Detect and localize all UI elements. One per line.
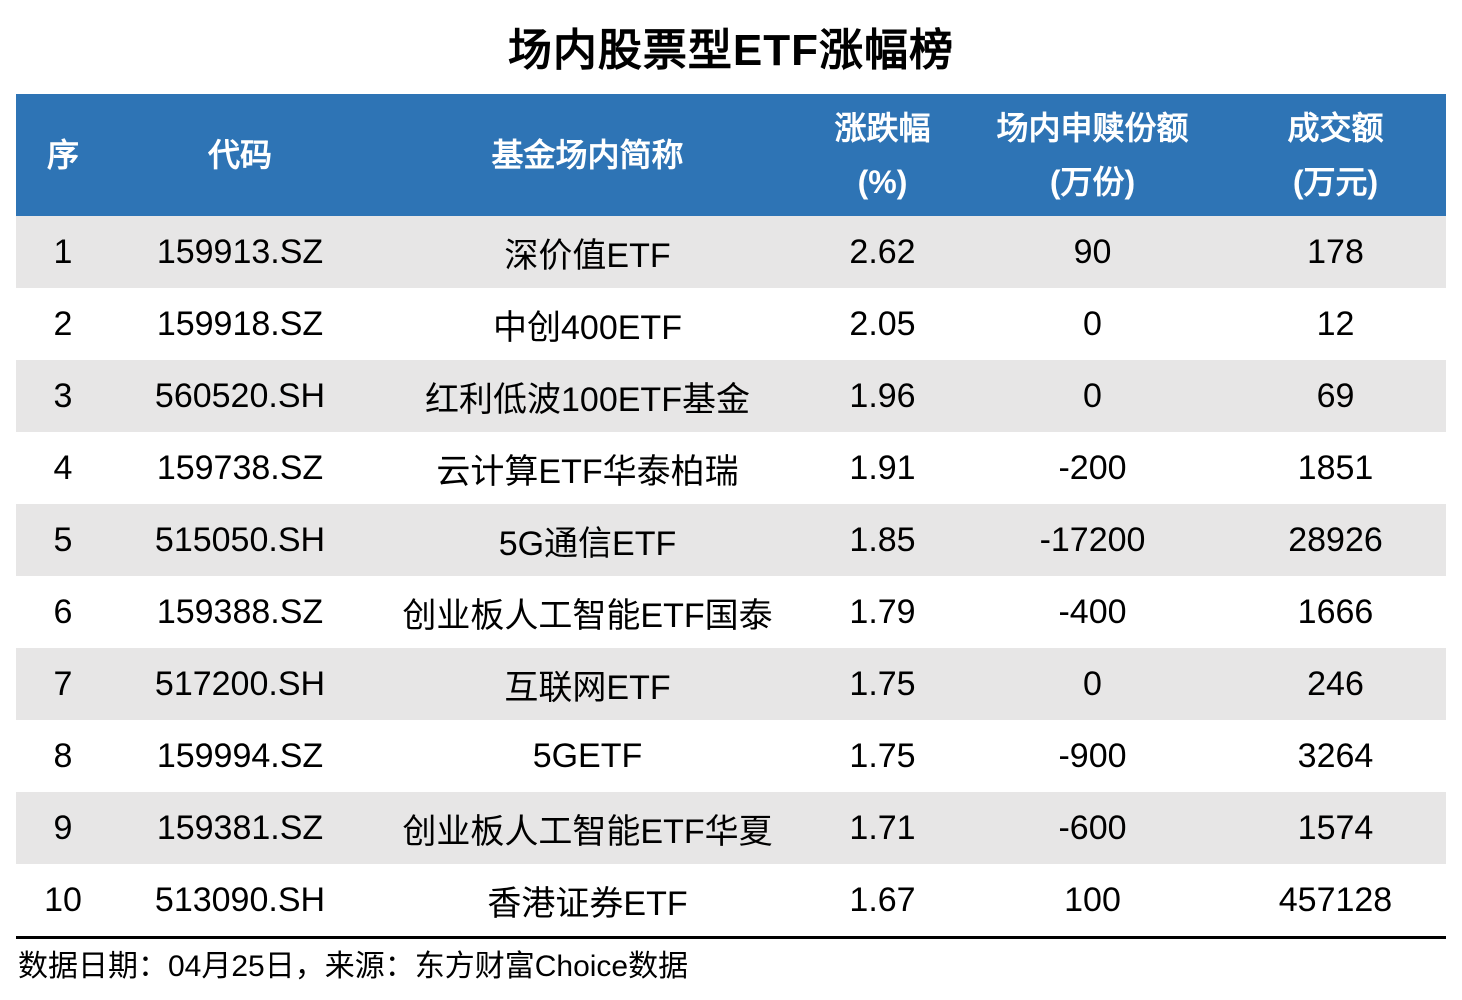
cell-redemption-shares: -200 [1058,448,1127,487]
col-header-redemption-shares-label: 场内申赎份额 [996,110,1189,146]
cell-turnover: 1666 [1297,592,1374,631]
cell-rank: 7 [53,664,73,703]
cell-turnover: 457128 [1278,880,1393,919]
cell-fund-name: 创业板人工智能ETF国泰 [402,596,773,635]
cell-code: 159913.SZ [156,232,324,271]
cell-fund-name: 红利低波100ETF基金 [425,380,750,419]
cell-redemption-shares: -600 [1058,808,1127,847]
cell-fund-name: 香港证券ETF [487,884,688,923]
cell-fund-name: 中创400ETF [493,308,682,347]
cell-rank: 2 [53,304,73,343]
cell-redemption-shares: 0 [1083,376,1102,415]
cell-redemption-shares: 0 [1083,664,1102,703]
table-row: 10 513090.SH 香港证券ETF 1.67 100 457128 [16,864,1446,936]
cell-fund-name: 5GETF [532,736,643,775]
col-header-change-pct: 涨跌幅 (%) [805,94,960,216]
cell-code: 159994.SZ [156,736,324,775]
table-row: 1 159913.SZ 深价值ETF 2.62 90 178 [16,216,1446,288]
table-body: 1 159913.SZ 深价值ETF 2.62 90 178 2 159918.SZ 中创400… [16,216,1446,936]
cell-rank: 8 [53,736,73,775]
cell-change-pct: 2.62 [849,232,916,271]
table-row: 8 159994.SZ 5GETF 1.75 -900 3264 [16,720,1446,792]
table-row: 5 515050.SH 5G通信ETF 1.85 -17200 28926 [16,504,1446,576]
cell-redemption-shares: -900 [1058,736,1127,775]
cell-code: 159388.SZ [156,592,324,631]
cell-rank: 9 [53,808,73,847]
cell-rank: 3 [53,376,73,415]
cell-fund-name: 5G通信ETF [498,524,677,563]
cell-turnover: 28926 [1288,520,1383,559]
cell-change-pct: 1.75 [849,664,916,703]
cell-code: 159738.SZ [156,448,324,487]
cell-turnover: 1574 [1297,808,1374,847]
cell-fund-name: 深价值ETF [504,236,671,275]
col-header-change-pct-label: 涨跌幅 [834,110,931,146]
page-title: 场内股票型ETF涨幅榜 [507,26,955,75]
table-row: 2 159918.SZ 中创400ETF 2.05 0 12 [16,288,1446,360]
cell-rank: 10 [44,880,82,919]
cell-change-pct: 2.05 [849,304,916,343]
cell-change-pct: 1.79 [849,592,916,631]
cell-change-pct: 1.75 [849,736,916,775]
cell-rank: 1 [53,232,73,271]
col-header-fund-name-label: 基金场内简称 [491,137,684,173]
cell-change-pct: 1.67 [849,880,916,919]
cell-change-pct: 1.96 [849,376,916,415]
col-header-turnover-label: 成交额 [1287,110,1384,146]
data-source-note: 数据日期：04月25日，来源：东方财富Choice数据 [18,950,689,983]
cell-redemption-shares: 100 [1064,880,1121,919]
cell-code: 513090.SH [154,880,326,919]
col-header-change-pct-unit: (%) [857,164,908,200]
cell-change-pct: 1.71 [849,808,916,847]
etf-ranking-table: 序 代码 基金场内简称 涨跌幅 (%) 场内申赎份额 (万份) [16,94,1446,936]
cell-fund-name: 互联网ETF [504,668,671,707]
col-header-fund-name: 基金场内简称 [370,94,805,216]
table-row: 9 159381.SZ 创业板人工智能ETF华夏 1.71 -600 1574 [16,792,1446,864]
cell-turnover: 246 [1307,664,1364,703]
table-row: 4 159738.SZ 云计算ETF华泰柏瑞 1.91 -200 1851 [16,432,1446,504]
cell-redemption-shares: 90 [1073,232,1112,271]
cell-turnover: 3264 [1297,736,1374,775]
col-header-turnover: 成交额 (万元) [1225,94,1446,216]
table-row: 7 517200.SH 互联网ETF 1.75 0 246 [16,648,1446,720]
cell-change-pct: 1.91 [849,448,916,487]
cell-rank: 5 [53,520,73,559]
footer: 数据日期：04月25日，来源：东方财富Choice数据 [16,936,1446,987]
cell-code: 560520.SH [154,376,326,415]
col-header-redemption-shares-unit: (万份) [1049,164,1136,200]
cell-fund-name: 云计算ETF华泰柏瑞 [436,452,739,491]
col-header-rank-label: 序 [46,137,79,173]
cell-turnover: 178 [1307,232,1364,271]
col-header-code: 代码 [110,94,370,216]
cell-redemption-shares: 0 [1083,304,1102,343]
cell-rank: 6 [53,592,73,631]
cell-code: 517200.SH [154,664,326,703]
col-header-code-label: 代码 [207,137,272,173]
col-header-rank: 序 [16,94,110,216]
cell-change-pct: 1.85 [849,520,916,559]
table-row: 6 159388.SZ 创业板人工智能ETF国泰 1.79 -400 1666 [16,576,1446,648]
cell-redemption-shares: -400 [1058,592,1127,631]
cell-fund-name: 创业板人工智能ETF华夏 [402,812,773,851]
cell-redemption-shares: -17200 [1039,520,1146,559]
table-row: 3 560520.SH 红利低波100ETF基金 1.96 0 69 [16,360,1446,432]
cell-turnover: 12 [1316,304,1355,343]
col-header-redemption-shares: 场内申赎份额 (万份) [960,94,1225,216]
col-header-turnover-unit: (万元) [1292,164,1379,200]
cell-turnover: 1851 [1297,448,1374,487]
cell-code: 159918.SZ [156,304,324,343]
cell-turnover: 69 [1316,376,1355,415]
table-header-row: 序 代码 基金场内简称 涨跌幅 (%) 场内申赎份额 (万份) [16,94,1446,216]
cell-code: 159381.SZ [156,808,324,847]
cell-rank: 4 [53,448,73,487]
cell-code: 515050.SH [154,520,326,559]
